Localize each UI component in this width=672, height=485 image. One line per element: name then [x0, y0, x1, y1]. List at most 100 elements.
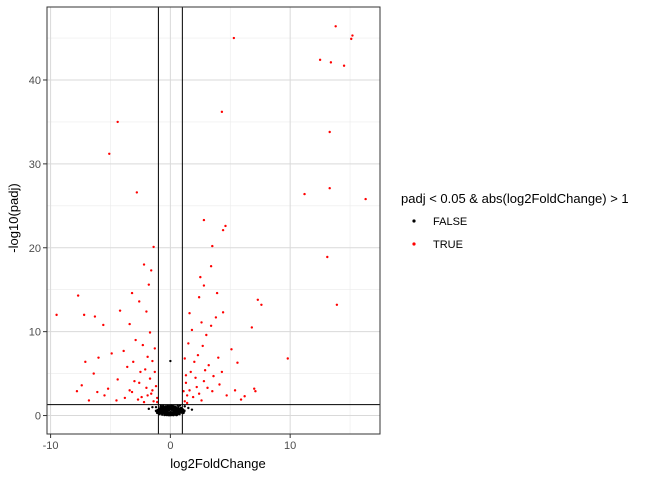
legend-swatch-true [412, 242, 416, 246]
scatter-point-true [197, 296, 201, 299]
scatter-point-true [212, 374, 215, 378]
scatter-point-true [253, 387, 256, 390]
x-tick-label: -10 [43, 440, 59, 452]
scatter-point-false [172, 413, 175, 416]
scatter-point-true [193, 360, 196, 364]
legend-swatch-false [412, 219, 416, 223]
scatter-point-true [136, 398, 140, 401]
scatter-point-true [256, 298, 260, 301]
scatter-point-false [183, 410, 186, 413]
scatter-point-true [152, 400, 155, 403]
legend-title: padj < 0.05 & abs(log2FoldChange) > 1 [401, 191, 629, 206]
x-axis-label: log2FoldChange [170, 456, 265, 471]
x-tick-label: 10 [284, 440, 296, 452]
legend-entry-false: FALSE [412, 216, 467, 228]
scatter-point-true [184, 381, 188, 385]
scatter-point-true [205, 333, 208, 337]
scatter-point-false [147, 407, 151, 411]
scatter-point-true [156, 396, 159, 400]
y-tick-label: 0 [35, 411, 41, 423]
scatter-point-true [318, 58, 322, 62]
scatter-point-false [173, 409, 176, 413]
scatter-point-true [217, 356, 220, 359]
scatter-point-true [185, 401, 189, 405]
scatter-point-true [153, 370, 157, 374]
scatter-point-true [200, 399, 203, 402]
scatter-point-true [236, 361, 239, 364]
scatter-point-true [126, 365, 129, 369]
grid-layer [47, 7, 380, 434]
reference-lines [47, 7, 380, 434]
scatter-point-true [351, 34, 354, 37]
scatter-point-true [260, 303, 263, 307]
scatter-point-true [102, 323, 105, 327]
scatter-point-true [187, 342, 190, 345]
scatter-point-true [128, 389, 131, 392]
scatter-point-false [169, 359, 172, 363]
scatter-point-true [123, 396, 127, 400]
scatter-point-true [188, 389, 191, 392]
scatter-point-true [106, 387, 110, 390]
points-layer [55, 25, 367, 417]
scatter-point-true [92, 372, 95, 375]
y-tick-label: 30 [29, 159, 41, 171]
scatter-point-true [183, 400, 186, 403]
panel-border [46, 6, 381, 435]
scatter-point-true [150, 392, 153, 395]
scatter-point-true [211, 390, 214, 393]
scatter-point-false [161, 413, 164, 416]
scatter-point-false [183, 405, 186, 408]
scatter-point-false [174, 408, 177, 411]
scatter-point-true [206, 386, 209, 390]
scatter-point-true [128, 322, 131, 326]
scatter-point-true [148, 377, 152, 380]
scatter-point-true [93, 315, 97, 318]
scatter-point-true [196, 353, 200, 357]
scatter-point-true [122, 349, 125, 353]
scatter-point-true [55, 313, 58, 317]
scatter-point-true [209, 265, 213, 268]
scatter-point-true [80, 384, 83, 387]
scatter-point-true [334, 25, 337, 28]
scatter-point-true [233, 389, 237, 392]
scatter-point-true [184, 374, 188, 377]
scatter-point-true [191, 395, 195, 399]
scatter-point-true [139, 370, 142, 374]
scatter-point-true [145, 310, 148, 313]
scatter-point-true [140, 395, 143, 399]
scatter-point-true [199, 275, 202, 279]
y-axis-ticks: 0 10 20 30 40 [29, 75, 47, 423]
scatter-point-true [326, 255, 329, 259]
scatter-point-true [350, 37, 353, 41]
scatter-point-true [145, 386, 148, 390]
scatter-point-true [138, 300, 141, 303]
scatter-point-true [328, 130, 331, 134]
scatter-point-false [163, 410, 167, 414]
scatter-point-true [182, 390, 185, 393]
scatter-point-true [202, 218, 206, 222]
scatter-point-false [156, 410, 159, 414]
scatter-point-true [201, 344, 204, 348]
scatter-point-true [110, 352, 113, 355]
scatter-point-true [230, 348, 233, 351]
scatter-point-true [118, 309, 122, 312]
scatter-point-true [103, 394, 106, 397]
y-tick-label: 10 [29, 327, 41, 339]
scatter-point-false [187, 406, 190, 410]
scatter-point-true [130, 390, 134, 394]
scatter-point-true [144, 368, 147, 371]
scatter-point-false [190, 408, 194, 411]
scatter-point-true [152, 245, 155, 249]
legend-entry-true: TRUE [412, 239, 463, 251]
scatter-point-true [146, 394, 149, 397]
legend-label-false: FALSE [433, 216, 467, 228]
scatter-point-false [167, 406, 170, 409]
scatter-point-false [151, 405, 154, 409]
scatter-point-true [153, 347, 157, 350]
scatter-point-true [218, 383, 221, 386]
scatter-point-true [156, 400, 159, 404]
scatter-point-true [220, 110, 224, 114]
scatter-point-true [75, 390, 79, 393]
